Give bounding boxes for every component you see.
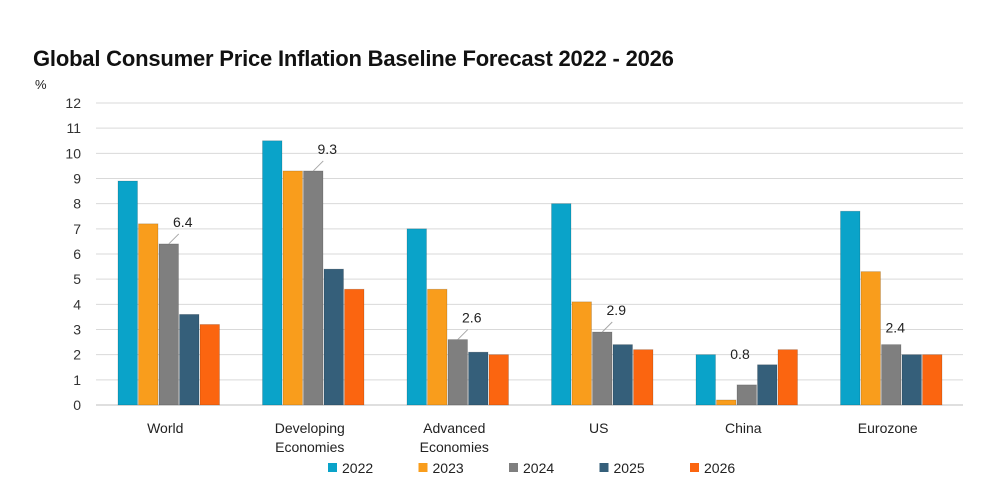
data-label: 9.3	[318, 141, 338, 157]
y-tick-label: 3	[73, 322, 81, 338]
bar-2023-2	[427, 288, 448, 406]
y-tick-label: 6	[73, 246, 81, 262]
data-label: 2.4	[886, 320, 906, 336]
bar-2023-5	[860, 271, 881, 406]
legend-label: 2023	[433, 460, 464, 476]
y-tick-label: 2	[73, 347, 81, 363]
legend-label: 2026	[704, 460, 735, 476]
bar-2024-2	[447, 339, 468, 406]
legend-item-2024: 2024	[509, 460, 554, 476]
x-axis-categories: World Developing Economies Advanced Economie…	[147, 420, 918, 455]
bar-2026-4	[777, 349, 798, 406]
legend-label: 2025	[614, 460, 645, 476]
category-label: US	[589, 420, 608, 436]
y-tick-label: 1	[73, 372, 81, 388]
data-labels: 6.4 9.3 2.6 2.9 0.8 2.4	[173, 141, 905, 362]
bar-2023-0	[138, 223, 159, 406]
bar-2026-2	[488, 354, 509, 406]
bar-2024-3	[592, 331, 613, 406]
bar-2024-1	[303, 170, 324, 406]
data-label: 2.9	[607, 302, 627, 318]
legend-item-2026: 2026	[690, 460, 735, 476]
data-label: 2.6	[462, 310, 482, 326]
bar-2025-2	[468, 351, 489, 406]
y-tick-label: 11	[66, 120, 81, 136]
category-label: Developing	[275, 420, 345, 436]
bar-2026-1	[344, 288, 365, 406]
bar-2026-0	[199, 324, 220, 406]
bar-2022-3	[551, 203, 572, 406]
chart-title: Global Consumer Price Inflation Baseline…	[33, 46, 674, 71]
legend-label: 2024	[523, 460, 554, 476]
label-leaders	[168, 160, 613, 340]
bar-2025-0	[179, 313, 200, 406]
label-leader-line	[457, 329, 469, 340]
y-tick-label: 9	[73, 171, 81, 187]
data-label: 0.8	[730, 346, 750, 362]
bar-2023-1	[282, 170, 303, 406]
legend-swatch	[690, 463, 699, 472]
category-label: China	[725, 420, 762, 436]
category-label: Economies	[420, 439, 489, 455]
legend-label: 2022	[342, 460, 373, 476]
bar-2022-5	[840, 210, 861, 406]
y-tick-label: 12	[65, 95, 81, 111]
legend-swatch	[599, 463, 609, 472]
bar-2022-0	[117, 180, 138, 406]
category-label: Advanced	[423, 420, 485, 436]
bar-2024-0	[158, 243, 179, 406]
y-tick-label: 8	[73, 196, 81, 212]
bar-2022-4	[695, 354, 716, 406]
y-tick-label: 7	[73, 221, 81, 237]
gridlines	[96, 102, 963, 406]
legend-swatch	[418, 463, 428, 472]
bar-2024-4	[736, 384, 757, 406]
y-tick-label: 5	[73, 271, 81, 287]
bar-2025-4	[757, 364, 778, 406]
bar-2022-1	[262, 140, 283, 406]
bar-2026-3	[633, 349, 654, 406]
category-label: Eurozone	[858, 420, 918, 436]
label-leader-line	[601, 321, 613, 333]
y-tick-label: 4	[73, 296, 81, 312]
data-label: 6.4	[173, 214, 193, 230]
bars	[117, 140, 943, 406]
bar-2026-5	[922, 354, 943, 406]
category-label: Economies	[275, 439, 344, 455]
bar-2025-3	[612, 344, 633, 406]
y-tick-label: 10	[65, 145, 81, 161]
legend: 2022 2023 2024 2025 2026	[328, 460, 735, 476]
label-leader-line	[168, 233, 180, 245]
y-axis-unit-label: %	[35, 77, 47, 92]
legend-swatch	[328, 463, 337, 472]
bar-2025-5	[901, 354, 922, 406]
legend-item-2022: 2022	[328, 460, 373, 476]
y-tick-label: 0	[73, 397, 81, 413]
bar-2024-5	[881, 344, 902, 406]
label-leader-line	[312, 160, 324, 172]
legend-item-2025: 2025	[599, 460, 645, 476]
bar-2023-4	[716, 399, 737, 406]
legend-swatch	[509, 463, 518, 472]
category-label: World	[147, 420, 183, 436]
legend-item-2023: 2023	[418, 460, 464, 476]
bar-2023-3	[571, 301, 592, 406]
bar-2025-1	[323, 268, 344, 406]
bar-2022-2	[406, 228, 427, 406]
